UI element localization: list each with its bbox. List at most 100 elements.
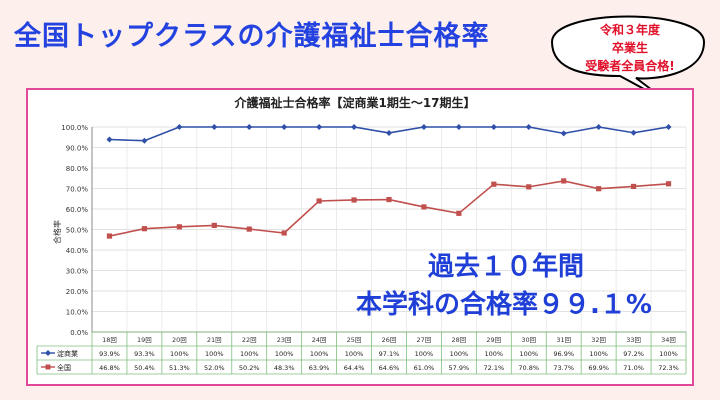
legend-entry: 全国 [57,363,71,372]
x-tick-label: 21回 [207,336,222,344]
data-label: 100% [205,350,224,358]
data-point-national [211,222,217,228]
x-tick-label: 31回 [556,336,571,344]
y-tick-label: 90.0% [66,145,89,153]
x-tick-label: 27回 [417,336,432,344]
data-point-national [456,210,462,216]
data-label: 63.9% [309,364,330,372]
data-label: 97.1% [379,350,400,358]
data-point-school [420,124,427,130]
data-point-school [665,124,672,130]
y-tick-label: 70.0% [66,186,89,194]
data-label: 100% [275,350,294,358]
data-point-school [595,124,602,130]
x-tick-label: 22回 [242,336,257,344]
chart-frame [26,88,694,386]
legend-marker [45,364,51,370]
data-label: 57.9% [449,364,470,372]
data-label: 64.6% [379,364,400,372]
bubble-line-1: 令和３年度 [599,22,661,37]
data-point-school [176,124,183,130]
data-point-national [316,198,322,204]
data-point-national [281,230,287,236]
data-label: 100% [415,350,434,358]
data-label: 46.8% [99,364,120,372]
y-tick-label: 80.0% [66,165,89,173]
data-point-school [386,129,392,136]
data-point-school [490,124,497,130]
data-label: 64.4% [344,364,365,372]
data-label: 96.9% [553,350,574,358]
x-tick-label: 24回 [312,336,327,344]
x-tick-label: 18回 [102,336,117,344]
data-point-national [246,226,252,232]
x-tick-label: 23回 [277,336,292,344]
y-axis-label: 合格率 [52,220,62,244]
data-label: 72.3% [658,364,679,372]
callout-line-2: 本学科の合格率９９.１% [356,290,652,320]
x-tick-label: 20回 [172,336,187,344]
data-point-school [316,124,323,130]
data-label: 50.4% [134,364,155,372]
data-point-national [351,197,357,203]
data-point-school [560,130,567,137]
legend-marker [45,350,51,356]
x-tick-label: 34回 [661,336,676,344]
data-label: 100% [450,350,469,358]
y-tick-label: 30.0% [66,268,89,276]
data-point-national [665,181,672,187]
speech-bubble: 令和３年度 卒業生 受験者全員合格! [540,2,716,114]
data-point-school [455,124,462,130]
y-tick-label: 20.0% [66,288,89,296]
speech-bubble-shape [550,15,706,103]
data-label: 93.3% [134,350,155,358]
x-tick-label: 32回 [591,336,606,344]
data-point-school [106,136,113,143]
data-point-school [525,124,532,130]
legend-entry: 淀商業 [57,349,78,358]
y-tick-label: 0.0% [70,329,88,337]
data-label: 48.3% [274,364,295,372]
data-point-national [421,204,427,210]
y-tick-label: 60.0% [66,206,89,214]
bubble-line-2: 卒業生 [612,40,648,55]
x-tick-label: 28回 [451,336,466,344]
x-tick-label: 25回 [347,336,362,344]
y-tick-label: 40.0% [66,247,89,255]
chart-title: 介護福祉士合格率【淀商業1期生～17期生】 [233,95,475,110]
data-label: 100% [170,350,189,358]
data-label: 70.8% [518,364,539,372]
data-label: 100% [659,350,678,358]
series-line-national [109,180,669,237]
data-point-national [491,181,497,187]
data-label: 73.7% [553,364,574,372]
page-headline: 全国トップクラスの介護福祉士合格率 [14,21,490,52]
data-label: 100% [310,350,329,358]
x-tick-label: 19回 [137,336,152,344]
y-tick-label: 100.0% [61,124,88,132]
y-tick-label: 10.0% [66,309,89,317]
data-label: 100% [589,350,608,358]
data-point-school [351,124,358,130]
data-label: 100% [240,350,259,358]
data-label: 61.0% [414,364,435,372]
data-point-school [141,137,148,144]
x-tick-label: 29回 [486,336,501,344]
bubble-line-3: 受験者全員合格! [585,58,674,73]
data-point-national [630,183,637,190]
data-label: 69.9% [588,364,609,372]
data-point-national [596,186,602,192]
data-point-national [176,224,182,230]
data-point-school [246,124,253,130]
data-point-school [630,129,637,136]
data-point-school [281,124,288,130]
data-point-school [211,124,218,130]
data-label: 100% [345,350,364,358]
data-label: 100% [519,350,538,358]
x-tick-label: 26回 [382,336,397,344]
callout-line-1: 過去１０年間 [428,252,585,282]
x-tick-label: 33回 [626,336,641,344]
data-label: 93.9% [99,350,120,358]
data-point-national [561,178,567,184]
